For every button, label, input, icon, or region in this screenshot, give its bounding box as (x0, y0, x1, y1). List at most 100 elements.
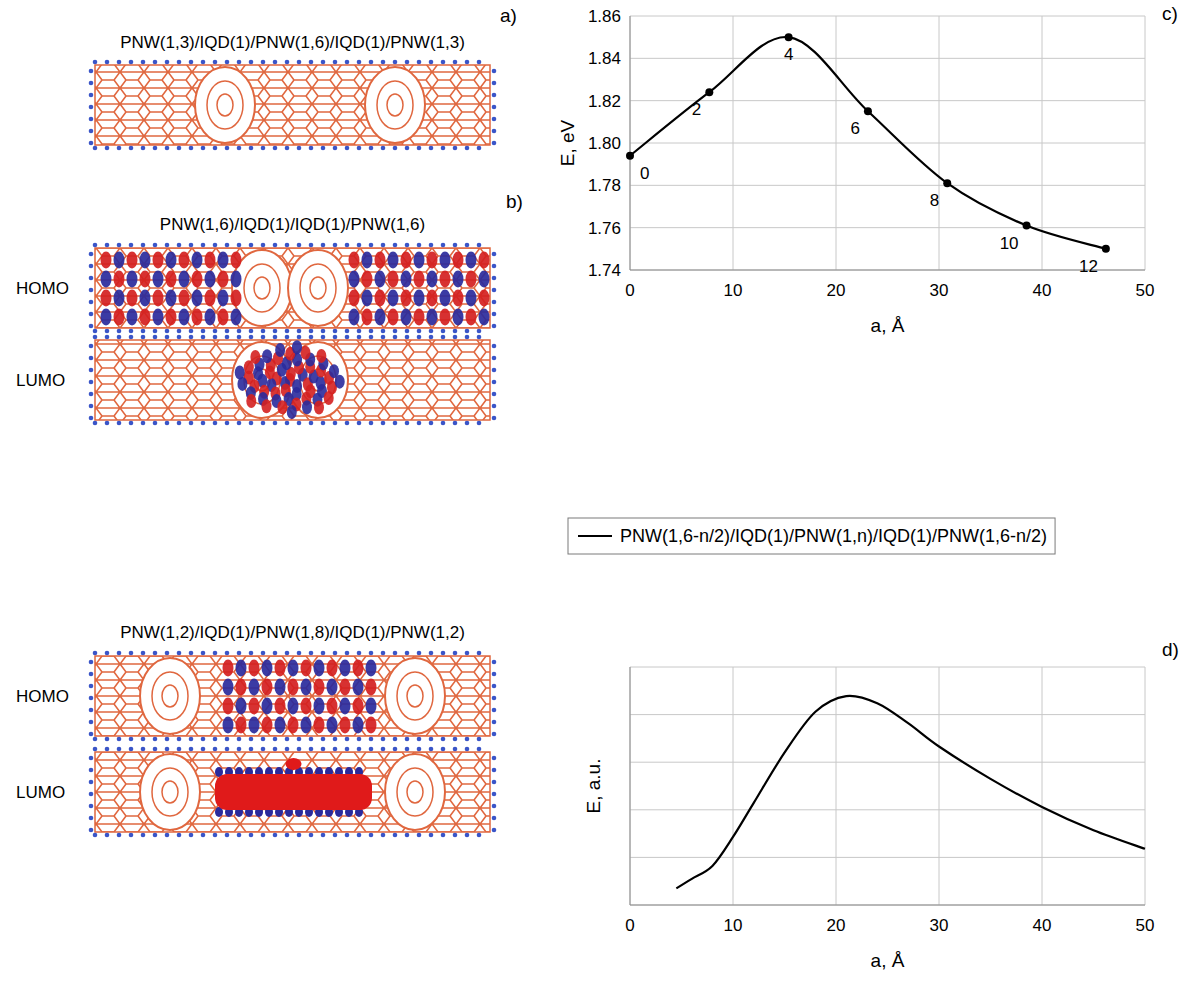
h-atom (417, 737, 422, 742)
h-atom (393, 651, 398, 656)
h-atom (201, 329, 206, 334)
h-atom (273, 737, 278, 742)
h-atom (285, 421, 290, 426)
orbital-lobe (246, 394, 256, 408)
h-atom (405, 60, 410, 65)
x-axis (630, 270, 1145, 271)
h-atom (89, 756, 94, 761)
h-atom (429, 421, 434, 426)
h-atom (309, 833, 314, 838)
orbital-lobe (388, 271, 399, 288)
h-atom (105, 747, 110, 752)
h-atom (492, 276, 497, 281)
h-atom (297, 329, 302, 334)
point-label: 0 (640, 164, 649, 183)
h-atom (89, 828, 94, 833)
structure-title: PNW(1,2)/IQD(1)/PNW(1,8)/IQD(1)/PNW(1,2) (120, 623, 465, 642)
h-atom (477, 833, 482, 838)
orbital-lobe (231, 271, 242, 288)
h-atom (89, 804, 94, 809)
h-atom (492, 312, 497, 317)
h-atom (153, 335, 158, 340)
orbital-lobe (362, 252, 373, 269)
legend-label: PNW(1,6-n/2)/IQD(1)/PNW(1,n)/IQD(1)/PNW(… (620, 526, 1047, 546)
orbital-lobe (466, 309, 477, 326)
orbital-lobe (288, 679, 299, 696)
h-atom (177, 747, 182, 752)
tick-label: 30 (930, 281, 949, 300)
orbital-lobe (223, 660, 234, 677)
h-atom (369, 737, 374, 742)
orbital-lobe (114, 290, 125, 307)
h-atom (89, 708, 94, 713)
orbital-lobe (140, 309, 151, 326)
h-atom (225, 329, 230, 334)
h-atom (441, 737, 446, 742)
h-atom (492, 69, 497, 74)
h-atom (213, 421, 218, 426)
h-atom (492, 768, 497, 773)
h-atom (477, 329, 482, 334)
h-atom (369, 421, 374, 426)
h-atom (249, 329, 254, 334)
legend: PNW(1,6-n/2)/IQD(1)/PNW(1,n)/IQD(1)/PNW(… (568, 518, 1055, 554)
h-atom (201, 421, 206, 426)
quantum-dot (140, 754, 200, 830)
h-atom (465, 747, 470, 752)
h-atom (405, 737, 410, 742)
h-atom (453, 335, 458, 340)
orbital-lobe (314, 401, 324, 415)
h-atom (321, 747, 326, 752)
h-atom (492, 368, 497, 373)
h-atom (141, 243, 146, 248)
h-atom (165, 329, 170, 334)
h-atom (405, 329, 410, 334)
orbital-lobe (401, 290, 412, 307)
h-atom (393, 335, 398, 340)
h-atom (393, 421, 398, 426)
h-atom (105, 329, 110, 334)
h-atom (345, 747, 350, 752)
h-atom (213, 833, 218, 838)
h-atom (237, 60, 242, 65)
h-atom (492, 300, 497, 305)
orbital-lobe (362, 271, 373, 288)
h-atom (141, 329, 146, 334)
h-atom (165, 833, 170, 838)
quantum-dot (300, 264, 336, 312)
h-atom (129, 146, 134, 151)
h-atom (177, 651, 182, 656)
orbital-lobe (262, 717, 273, 734)
orbital-lobe (340, 679, 351, 696)
orbital-lobe (249, 698, 260, 715)
h-atom (333, 329, 338, 334)
h-atom (321, 421, 326, 426)
h-atom (381, 421, 386, 426)
h-atom (189, 833, 194, 838)
h-atom (89, 288, 94, 293)
h-atom (321, 651, 326, 656)
h-atom (93, 335, 98, 340)
orbital-lobe (127, 309, 138, 326)
h-atom (297, 651, 302, 656)
h-atom (165, 651, 170, 656)
h-atom (477, 651, 482, 656)
orbital-lobe (218, 309, 229, 326)
plot-area (676, 696, 1145, 889)
h-atom (492, 732, 497, 737)
h-atom (261, 833, 266, 838)
tick-label: 0 (625, 916, 634, 935)
h-atom (237, 329, 242, 334)
h-atom (225, 421, 230, 426)
h-atom (492, 105, 497, 110)
h-atom (261, 243, 266, 248)
h-atom (141, 737, 146, 742)
h-atom (492, 792, 497, 797)
h-atom (273, 60, 278, 65)
h-atom (89, 312, 94, 317)
h-atom (492, 804, 497, 809)
h-atom (153, 651, 158, 656)
orbital-lobe (231, 309, 242, 326)
quantum-dot (140, 658, 200, 734)
tick-label: 1.86 (588, 7, 621, 26)
